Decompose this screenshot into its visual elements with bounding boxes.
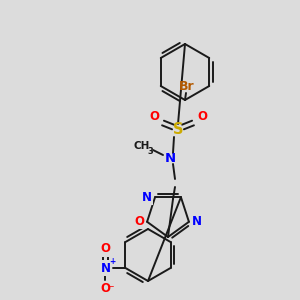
- Text: O: O: [134, 215, 144, 228]
- Text: +: +: [110, 256, 116, 266]
- Text: 3: 3: [147, 146, 153, 155]
- Text: O: O: [197, 110, 207, 122]
- Text: N: N: [142, 191, 152, 204]
- Text: N: N: [100, 262, 110, 275]
- Text: O: O: [100, 242, 110, 256]
- Text: O: O: [100, 283, 110, 296]
- Text: N: N: [192, 215, 202, 228]
- Text: N: N: [164, 152, 175, 164]
- Text: S: S: [173, 122, 183, 137]
- Text: CH: CH: [134, 141, 150, 151]
- Text: O: O: [149, 110, 159, 122]
- Text: Br: Br: [179, 80, 195, 92]
- Text: ⁻: ⁻: [109, 284, 114, 294]
